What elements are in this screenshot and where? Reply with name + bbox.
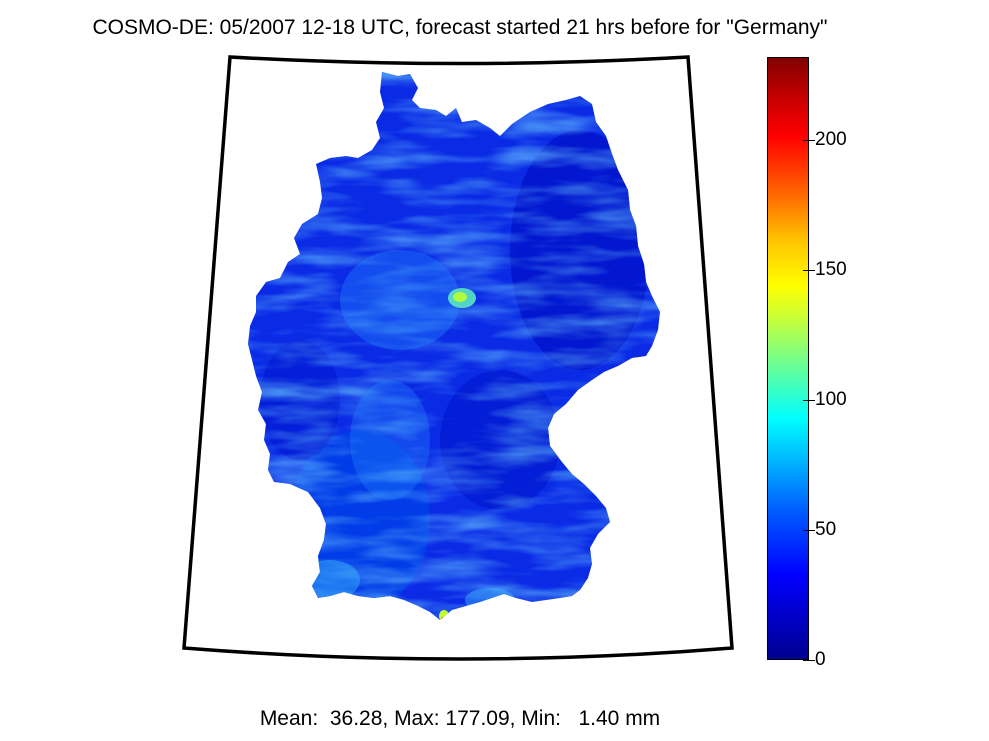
colorbar bbox=[767, 57, 809, 660]
colorbar-tick-label: 100 bbox=[815, 389, 847, 410]
colorbar-tick bbox=[809, 400, 815, 401]
colorbar-tick-label: 0 bbox=[815, 649, 826, 670]
colorbar-tick-inner bbox=[803, 140, 809, 141]
colorbar-tick-inner bbox=[803, 660, 809, 661]
map-title: COSMO-DE: 05/2007 12-18 UTC, forecast st… bbox=[92, 16, 828, 39]
colorbar-tick bbox=[809, 530, 815, 531]
colorbar-tick-inner bbox=[803, 530, 809, 531]
colorbar-tick bbox=[809, 270, 815, 271]
colorbar-tick bbox=[809, 660, 815, 661]
stats-line: Mean: 36.28, Max: 177.09, Min: 1.40 mm bbox=[259, 707, 661, 730]
colorbar-tick-label: 50 bbox=[815, 519, 837, 540]
colorbar-tick bbox=[809, 140, 815, 141]
colorbar-tick-inner bbox=[803, 270, 809, 271]
colorbar-tick-label: 150 bbox=[815, 259, 847, 280]
colorbar-tick-label: 200 bbox=[815, 129, 847, 150]
colorbar-tick-inner bbox=[803, 400, 809, 401]
